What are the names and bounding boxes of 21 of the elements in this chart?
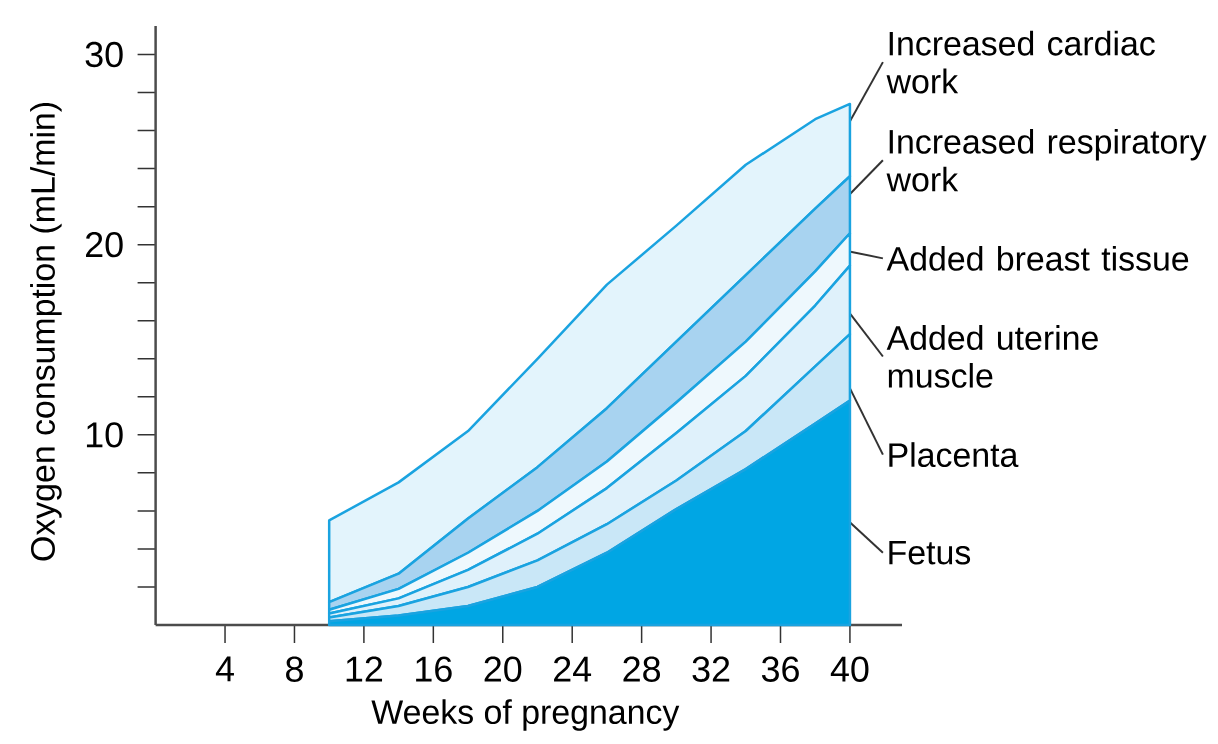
y-tick-label: 20: [86, 231, 123, 258]
x-tick-label: 20: [484, 656, 522, 682]
x-tick-label: 4: [215, 656, 234, 682]
series-label: Added breast tissue: [886, 245, 1189, 271]
y-axis-title: Oxygen consumption (mL/min): [30, 103, 62, 561]
x-tick-label: 28: [623, 656, 661, 682]
x-tick-label: 16: [416, 656, 452, 682]
y-tick-label: 10: [86, 422, 123, 448]
x-tick-label: 36: [761, 656, 799, 682]
x-axis-title: Weeks of pregnancy: [371, 699, 680, 731]
x-tick-label: 8: [286, 656, 303, 682]
series-label: Added uterine muscle: [886, 325, 1098, 388]
x-tick-label: 24: [554, 656, 592, 682]
series-label: Increased cardiac work: [886, 30, 1155, 94]
y-tick-label: 30: [85, 41, 123, 68]
series-label: Increased respiratory work: [886, 128, 1207, 192]
x-tick-label: 40: [830, 656, 869, 682]
series-label: Placenta: [889, 442, 1019, 468]
x-tick-label: 12: [346, 656, 383, 682]
x-tick-label: 32: [692, 656, 730, 682]
series-label: Fetus: [889, 540, 971, 565]
